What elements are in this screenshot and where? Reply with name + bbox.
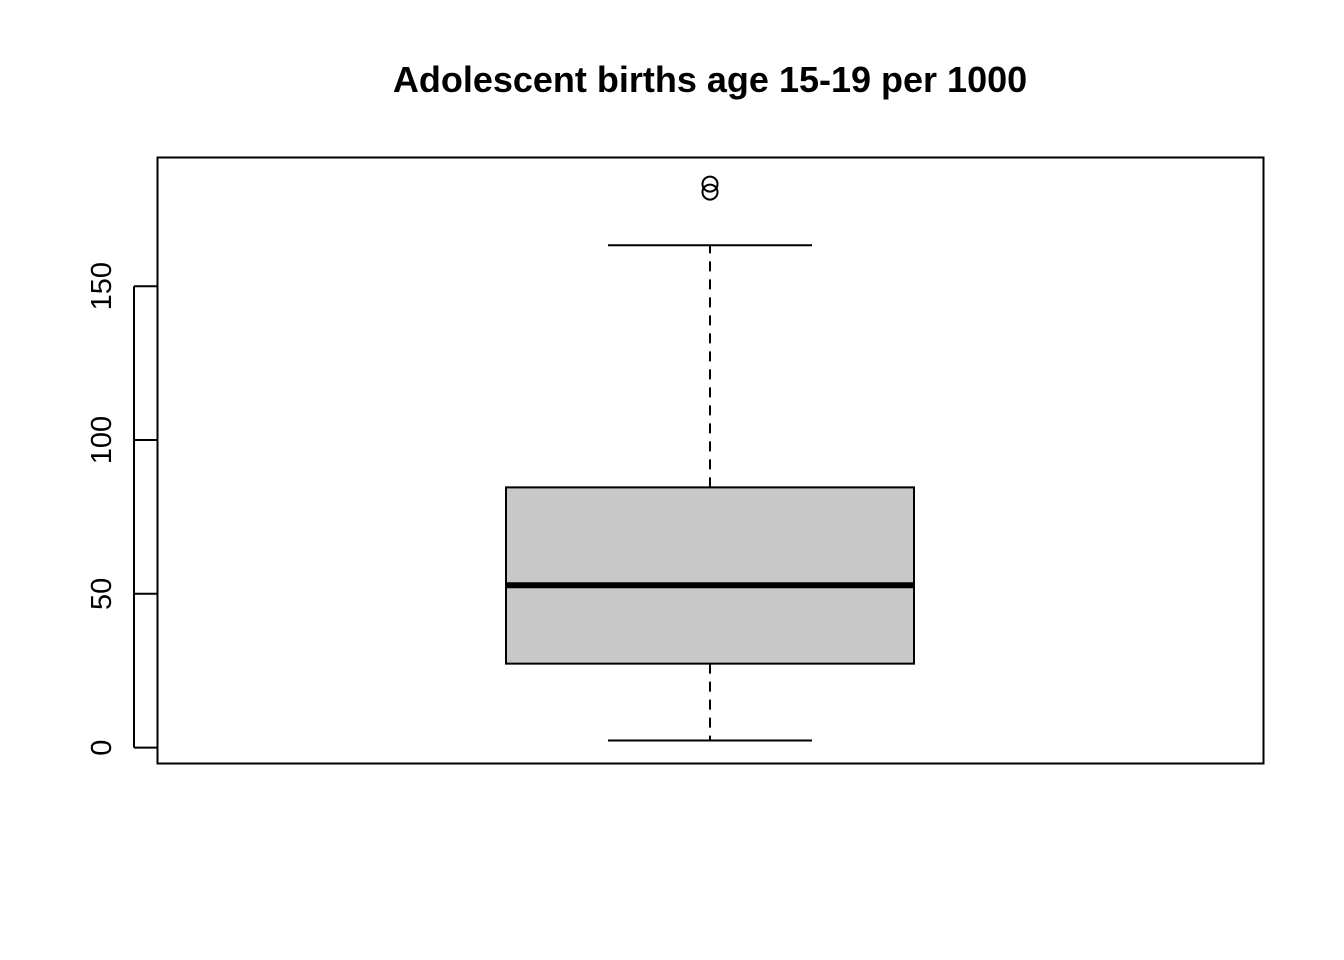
y-tick-label: 0 — [86, 740, 118, 756]
interquartile-box — [505, 486, 915, 665]
chart-title: Adolescent births age 15-19 per 1000 — [393, 59, 1027, 100]
y-tick-label: 100 — [86, 416, 118, 464]
y-tick-label: 50 — [86, 578, 118, 610]
plot-frame — [156, 156, 1265, 765]
y-axis: 0 50 100 150 — [86, 262, 157, 756]
boxplot — [505, 175, 915, 742]
outlier-point — [701, 175, 719, 193]
outlier-point — [701, 183, 719, 201]
y-tick-label: 150 — [86, 262, 118, 310]
